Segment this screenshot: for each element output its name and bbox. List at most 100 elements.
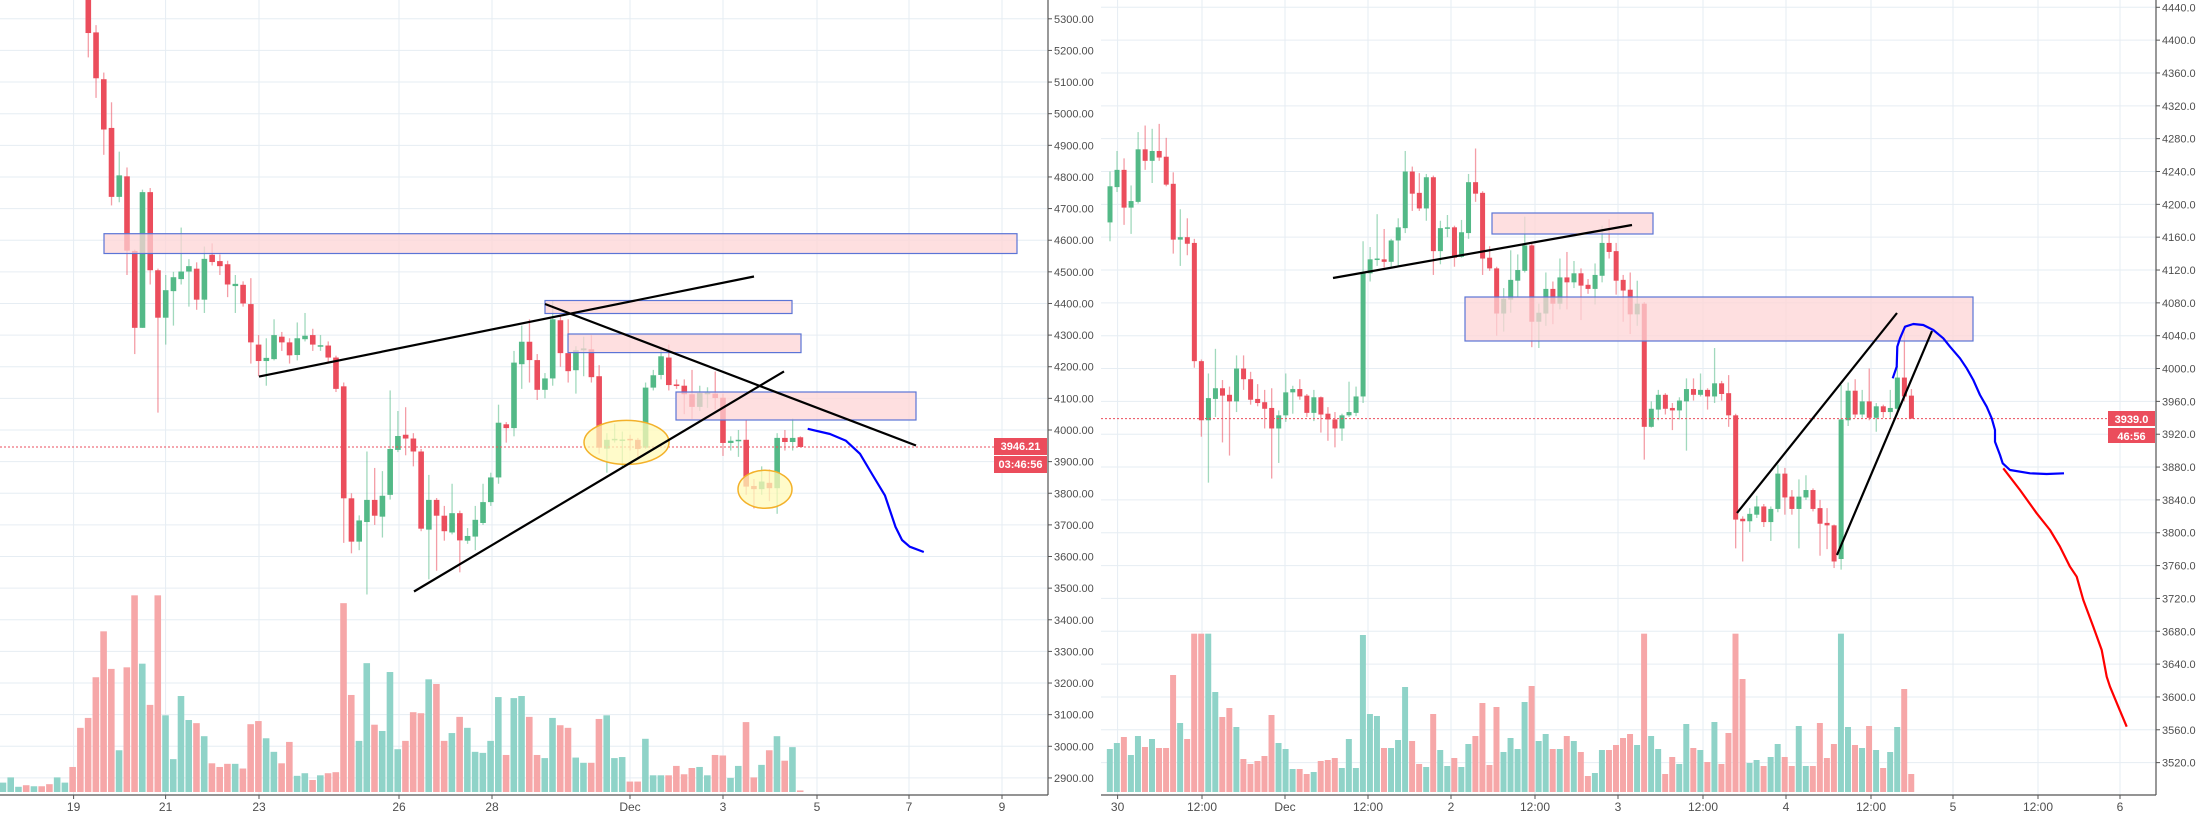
time-tick-label: 6: [2117, 800, 2124, 814]
candle-body: [1613, 251, 1619, 281]
last-price-badge: [994, 438, 1047, 455]
candle-body: [255, 344, 262, 362]
candle: [1205, 373, 1211, 483]
projection-path[interactable]: [1891, 322, 2065, 476]
volume-bar: [115, 750, 123, 792]
volume-bar: [162, 715, 169, 792]
projection-path[interactable]: [807, 427, 925, 554]
time-tick-label: 12:00: [1520, 800, 1550, 814]
candle-body: [1388, 240, 1394, 262]
candle-body: [1754, 506, 1760, 515]
candle: [1114, 150, 1120, 193]
candle: [1227, 386, 1233, 456]
volume-bar: [347, 694, 355, 792]
volume-bar: [1275, 743, 1282, 792]
candle: [85, 0, 92, 58]
candle: [1437, 220, 1443, 265]
highlight-ellipse[interactable]: [583, 419, 670, 466]
volume-bar: [1261, 756, 1268, 792]
candle-body: [1824, 522, 1830, 526]
candle: [1852, 379, 1858, 418]
price-tick-label: 4280.0: [2162, 134, 2196, 146]
price-tick-label: 3400.00: [1054, 615, 1094, 627]
trendline[interactable]: [1332, 223, 1633, 280]
candle: [1290, 385, 1296, 414]
candle: [248, 278, 254, 364]
candle-body: [1205, 398, 1211, 421]
volume-bar: [1486, 765, 1493, 792]
candle: [449, 483, 455, 535]
volume-bar: [1535, 741, 1542, 792]
volume-bar: [1409, 741, 1416, 792]
candle: [1838, 384, 1844, 570]
trendline[interactable]: [1736, 312, 1898, 514]
trendline[interactable]: [413, 370, 785, 593]
candle-body: [1620, 279, 1626, 291]
volume-bar: [332, 772, 340, 792]
volume-bar: [1591, 773, 1598, 792]
candle: [1817, 499, 1823, 556]
candle-body: [642, 387, 649, 448]
resistance-zone[interactable]: [675, 391, 917, 421]
trendline[interactable]: [1835, 330, 1934, 556]
candle-body: [1803, 490, 1809, 498]
candle: [1599, 225, 1605, 283]
time-tick-label: 12:00: [2023, 800, 2053, 814]
volume-bar: [409, 712, 417, 792]
volume-bar: [456, 716, 463, 792]
left-price-axis[interactable]: 5300.00 5200.00 5100.00 5000.00 4900.00 4800.…: [1048, 14, 1094, 785]
candle-body: [410, 438, 417, 452]
candle: [1480, 191, 1486, 275]
candle-body: [650, 375, 657, 388]
candle-body: [1901, 377, 1907, 397]
volume-bar: [1191, 633, 1198, 792]
candle-body: [1437, 228, 1443, 252]
resistance-zone[interactable]: [567, 333, 802, 354]
right-time-axis[interactable]: 30 12:00 Dec 12:00 2 12:00 3 12:00 4 12:00 5 12:00 6: [1111, 795, 2124, 814]
candle: [1719, 380, 1725, 401]
projection-path[interactable]: [2002, 467, 2128, 728]
resistance-zone[interactable]: [103, 233, 1018, 255]
candle: [1367, 247, 1373, 282]
time-tick-label: 21: [159, 800, 173, 814]
candle-body: [1444, 227, 1450, 229]
price-tick-label: 3880.0: [2162, 462, 2196, 474]
volume-bar: [1388, 748, 1395, 792]
candle: [294, 322, 301, 361]
trendline[interactable]: [544, 302, 917, 447]
candle: [503, 422, 510, 443]
candle-body: [1451, 227, 1457, 258]
candle: [1304, 393, 1310, 417]
resistance-zone[interactable]: [544, 299, 793, 315]
time-tick-label: 3: [720, 800, 727, 814]
candle-body: [1564, 277, 1570, 283]
right-chart-pane[interactable]: 4440.0 4400.0 4360.0 4320.0 4280.0 4240.0 4200…: [1101, 0, 2196, 814]
candle: [309, 328, 316, 351]
candle: [1297, 379, 1303, 400]
candle: [395, 411, 401, 453]
candle-body: [1163, 156, 1169, 185]
volume-bar: [1732, 633, 1739, 792]
highlight-ellipse[interactable]: [737, 469, 793, 510]
time-tick-label: 12:00: [1688, 800, 1718, 814]
candle: [557, 314, 564, 367]
candle-body: [1648, 408, 1654, 427]
candle-body: [116, 175, 123, 197]
left-time-axis[interactable]: 19 21 23 26 28 Dec 3 5 7 9: [67, 795, 1006, 814]
time-tick-label: 5: [1950, 800, 1957, 814]
candle-body: [387, 448, 393, 495]
candle-body: [666, 357, 672, 386]
resistance-zone[interactable]: [1491, 212, 1654, 235]
volume-bar: [239, 768, 247, 792]
right-price-axis[interactable]: 4440.0 4400.0 4360.0 4320.0 4280.0 4240.0 4200…: [2156, 2, 2196, 770]
time-tick-label: 4: [1783, 800, 1790, 814]
resistance-zone[interactable]: [1464, 296, 1974, 342]
volume-bar: [1612, 745, 1619, 792]
time-tick-label: 23: [252, 800, 266, 814]
left-chart-pane[interactable]: 5300.00 5200.00 5100.00 5000.00 4900.00 4800.…: [0, 0, 1094, 814]
trendline[interactable]: [258, 275, 755, 378]
candle-body: [727, 440, 734, 443]
candle: [170, 271, 177, 326]
candle-body: [1887, 407, 1893, 413]
